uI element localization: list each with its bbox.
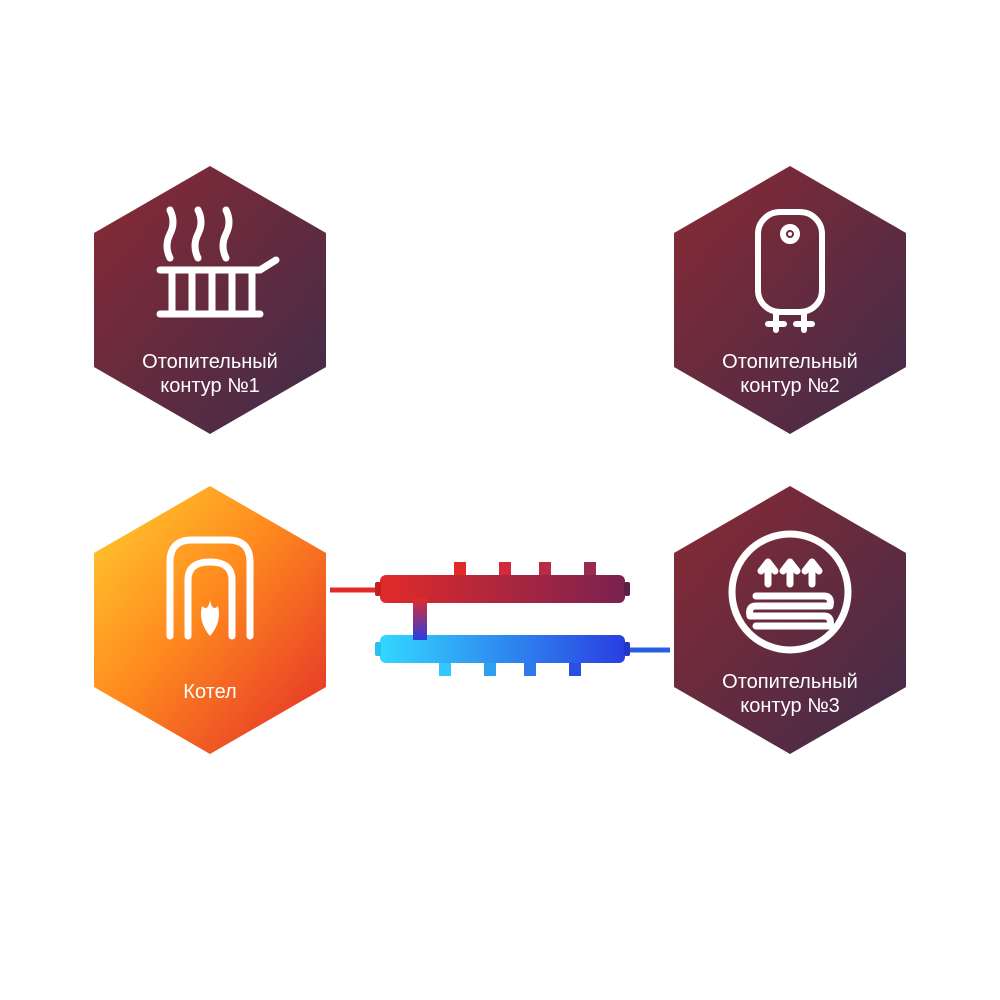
pipes-layer [330,268,670,678]
manifold [375,562,630,676]
hex-label-line1: Отопительный [722,671,858,693]
hex-circuit1: Отопительныйконтур №1 [94,166,326,434]
hex-label-line2: контур №3 [740,695,840,717]
hex-boiler: Котел [94,486,326,754]
hex-circuit3: Отопительныйконтур №3 [674,486,906,754]
hex-layer: Отопительныйконтур №1 Отопительныйконтур… [94,166,906,754]
hex-label-line2: контур №2 [740,375,840,397]
hex-label-line1: Котел [183,681,236,703]
hex-label-line1: Отопительный [142,351,278,373]
hex-label-line2: контур №1 [160,375,260,397]
heating-diagram: Отопительныйконтур №1 Отопительныйконтур… [0,0,1000,1000]
hex-label-line1: Отопительный [722,351,858,373]
hex-circuit2: Отопительныйконтур №2 [674,166,906,434]
